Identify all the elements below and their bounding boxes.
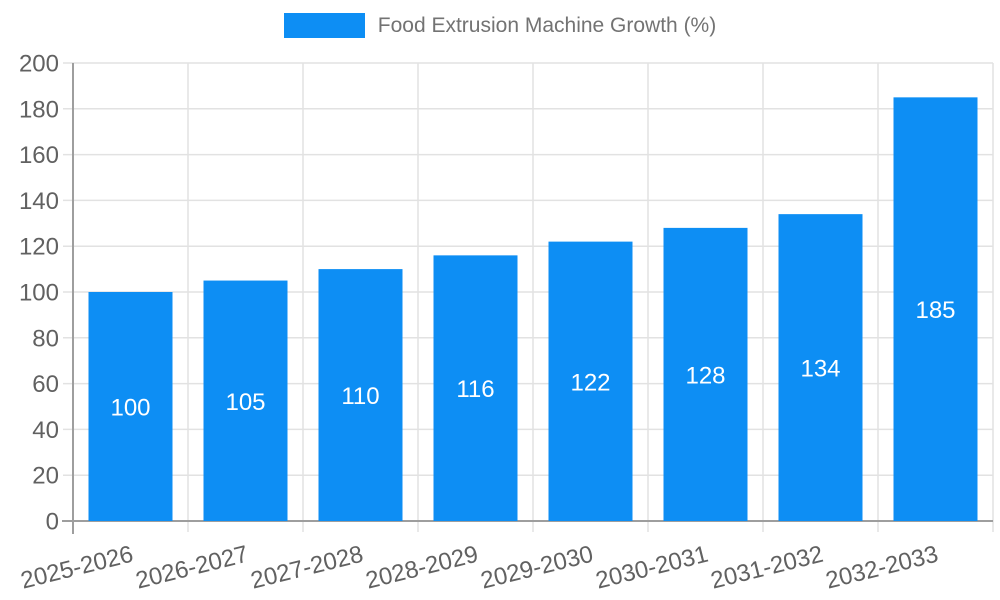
y-tick-label: 120: [19, 234, 59, 261]
bar[interactable]: [663, 227, 748, 521]
legend-swatch: [283, 13, 365, 38]
x-tick-label: 2029-2030: [478, 541, 596, 595]
x-tick-label: 2032-2033: [823, 541, 941, 595]
y-tick-label: 160: [19, 142, 59, 169]
y-tick-label: 0: [46, 509, 59, 536]
bar[interactable]: [778, 214, 863, 521]
bar[interactable]: [893, 97, 978, 521]
bar[interactable]: [88, 292, 173, 521]
x-tick-label: 2030-2031: [593, 541, 711, 595]
y-tick-label: 200: [19, 51, 59, 78]
y-tick-label: 80: [32, 325, 59, 352]
x-tick-label: 2025-2026: [18, 541, 136, 595]
x-tick-label: 2026-2027: [133, 541, 251, 595]
y-tick-label: 100: [19, 280, 59, 307]
y-tick-label: 40: [32, 417, 59, 444]
y-tick-label: 60: [32, 371, 59, 398]
legend-label: Food Extrusion Machine Growth (%): [377, 14, 717, 37]
bar[interactable]: [318, 269, 403, 521]
bar-value-label: 122: [570, 369, 610, 396]
legend[interactable]: Food Extrusion Machine Growth (%): [0, 13, 1000, 38]
bar-value-label: 134: [800, 356, 840, 383]
y-tick-label: 140: [19, 188, 59, 215]
bar-value-label: 105: [225, 389, 265, 416]
y-tick-label: 180: [19, 96, 59, 123]
x-tick-label: 2031-2032: [708, 541, 826, 595]
bar-value-label: 110: [341, 383, 379, 410]
bar[interactable]: [203, 280, 288, 521]
bar-value-label: 185: [915, 297, 955, 324]
x-tick-label: 2028-2029: [363, 541, 481, 595]
bar[interactable]: [433, 255, 518, 522]
bars: [88, 97, 978, 522]
bar-value-labels: 100 105 110 116 122 128 134 185: [110, 297, 955, 421]
bar-value-label: 100: [110, 395, 150, 422]
gridlines: [63, 62, 994, 532]
x-tick-label: 2027-2028: [248, 541, 366, 595]
y-tick-label: 20: [32, 463, 59, 490]
bar-value-label: 116: [456, 376, 494, 403]
bar[interactable]: [548, 241, 633, 521]
bar-value-label: 128: [685, 362, 725, 389]
